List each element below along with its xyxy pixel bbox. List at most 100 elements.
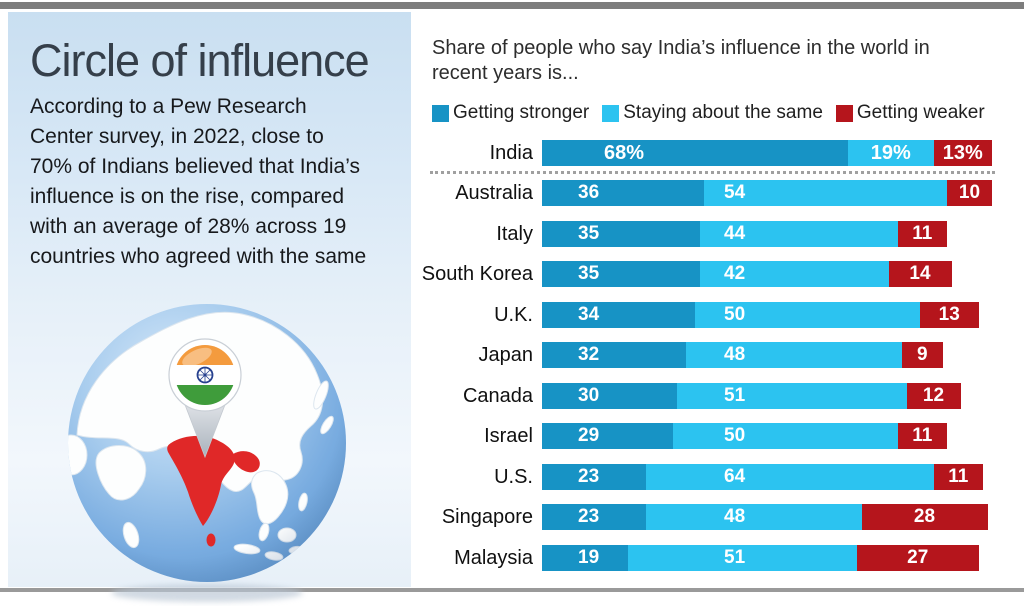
segment-weaker xyxy=(861,504,988,530)
segment-stronger xyxy=(542,342,686,368)
segment-same xyxy=(627,544,857,571)
stacked-bar: 19 51 27 xyxy=(542,544,992,571)
value-label-stronger: 23 xyxy=(578,465,600,487)
chart-row: Israel 29 50 11 xyxy=(420,423,1016,449)
country-label: U.S. xyxy=(494,465,533,488)
value-label-stronger: 34 xyxy=(578,303,600,325)
legend-item-stronger: Getting stronger xyxy=(432,102,589,124)
value-label-stronger: 32 xyxy=(578,344,600,365)
chart-row: Canada 30 51 12 xyxy=(420,382,1016,409)
country-label: Israel xyxy=(484,425,533,447)
value-label-same: 19% xyxy=(870,142,911,164)
value-label-same: 44 xyxy=(724,222,746,244)
value-label-same: 50 xyxy=(724,303,746,325)
legend-swatch-weaker xyxy=(835,104,853,122)
globe-illustration xyxy=(55,295,365,607)
bottom-border-rule xyxy=(0,588,1024,592)
chart-row: South Korea 35 42 14 xyxy=(420,261,1016,287)
value-label-weaker: 11 xyxy=(912,222,933,244)
segment-weaker xyxy=(857,544,979,571)
value-label-stronger: 35 xyxy=(578,263,600,284)
value-label-same: 48 xyxy=(724,506,746,527)
value-label-weaker: 9 xyxy=(916,344,928,365)
chart-row: U.K. 34 50 13 xyxy=(420,301,1016,328)
india-flag-pin xyxy=(168,338,242,459)
value-label-same: 54 xyxy=(724,182,746,203)
value-label-weaker: 11 xyxy=(948,465,969,487)
legend-swatch-stronger xyxy=(432,104,449,122)
country-label: Japan xyxy=(478,344,534,366)
stacked-bar: 23 48 28 xyxy=(542,504,992,530)
value-label-stronger: 68% xyxy=(604,142,645,164)
value-label-same: 50 xyxy=(724,425,746,446)
legend-label: Staying about the same xyxy=(623,102,823,123)
globe-svg xyxy=(68,304,346,602)
segment-same xyxy=(677,382,907,409)
value-label-weaker: 10 xyxy=(958,182,981,203)
chart-rows: India 68% 19% 13% Australia 36 54 10 Italy 35 44 11… xyxy=(420,140,1016,585)
stacked-bar: 68% 19% 13% xyxy=(542,140,992,166)
segment-same xyxy=(695,301,920,328)
segment-weaker xyxy=(933,140,992,166)
value-label-stronger: 23 xyxy=(578,506,600,527)
legend-label: Getting weaker xyxy=(856,102,985,123)
segment-same xyxy=(699,220,898,247)
segment-weaker xyxy=(897,220,947,247)
value-label-weaker: 13 xyxy=(938,303,960,325)
value-label-same: 51 xyxy=(724,546,746,568)
segment-same xyxy=(704,180,947,206)
segment-weaker xyxy=(920,301,979,328)
segment-same xyxy=(848,140,934,166)
chart-row: Malaysia 19 51 27 xyxy=(420,544,1016,571)
intro-text: According to a Pew Research Center surve… xyxy=(30,95,367,268)
segment-stronger xyxy=(542,504,646,530)
segment-same xyxy=(672,423,898,449)
value-label-weaker: 13% xyxy=(942,142,983,164)
india-divider-dotted xyxy=(430,171,995,174)
value-label-weaker: 12 xyxy=(922,384,945,406)
chart-panel: Share of people who say India’s influenc… xyxy=(420,12,1020,588)
segment-stronger xyxy=(542,382,677,409)
segment-weaker xyxy=(906,382,961,409)
country-label: Canada xyxy=(462,384,533,407)
ashoka-chakra xyxy=(196,366,214,384)
globe-shadow xyxy=(111,584,303,602)
segment-weaker xyxy=(933,463,983,490)
value-label-weaker: 11 xyxy=(912,425,933,446)
legend-item-same: Staying about the same xyxy=(602,102,823,124)
segment-weaker xyxy=(897,423,947,449)
value-label-stronger: 35 xyxy=(578,222,600,244)
chart-row: U.S. 23 64 11 xyxy=(420,463,1016,490)
chart-row: Italy 35 44 11 xyxy=(420,220,1016,247)
segment-stronger xyxy=(542,301,695,328)
value-label-weaker: 28 xyxy=(913,506,936,527)
stacked-bar: 30 51 12 xyxy=(542,382,992,409)
stacked-bar: 34 50 13 xyxy=(542,301,992,328)
country-label: Australia xyxy=(455,182,533,204)
page-title: Circle of influence xyxy=(30,35,370,86)
legend-label: Getting stronger xyxy=(453,102,590,123)
chart-legend: Getting stronger Staying about the same Ge… xyxy=(432,102,985,124)
value-label-same: 51 xyxy=(724,384,746,406)
stacked-bar: 35 44 11 xyxy=(542,220,992,247)
stacked-bar: 32 48 9 xyxy=(542,342,992,368)
stacked-bar: 23 64 11 xyxy=(542,463,992,490)
segment-stronger xyxy=(542,261,700,287)
segment-weaker xyxy=(902,342,943,368)
segment-stronger xyxy=(542,544,628,571)
chart-row: Japan 32 48 9 xyxy=(420,342,1016,368)
value-label-stronger: 29 xyxy=(578,425,600,446)
country-label: Malaysia xyxy=(454,546,533,569)
country-label: U.K. xyxy=(494,303,533,326)
chart-row: Australia 36 54 10 xyxy=(420,180,1016,206)
chart-row: Singapore 23 48 28 xyxy=(420,504,1016,530)
value-label-same: 48 xyxy=(724,344,746,365)
country-label: Singapore xyxy=(441,506,533,528)
stacked-bar: 36 54 10 xyxy=(542,180,992,206)
value-label-stronger: 30 xyxy=(578,384,600,406)
value-label-same: 64 xyxy=(724,465,746,487)
country-label: India xyxy=(489,142,533,164)
segment-stronger xyxy=(542,463,646,490)
segment-stronger xyxy=(542,180,704,206)
legend-swatch-same xyxy=(602,104,620,122)
